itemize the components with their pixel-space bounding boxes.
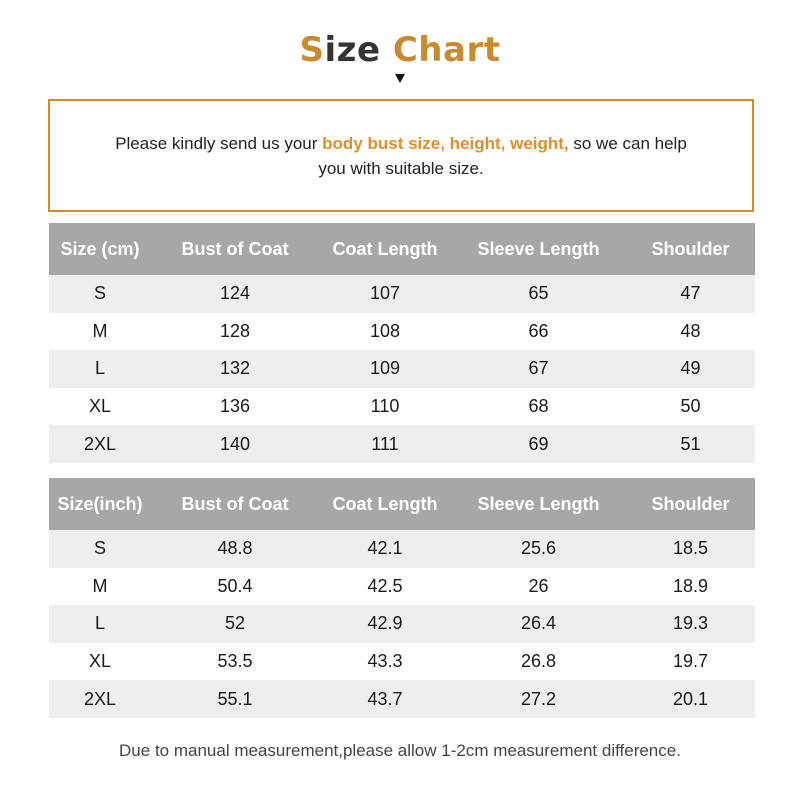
table-cell: 42.5 [367,575,403,596]
table-cell: 111 [319,425,451,463]
title-word-rest: ize [324,30,381,70]
table-cell: 48.8 [151,530,319,568]
column-header-shoulder: Shoulder [626,223,755,275]
column-header-size: Size (cm) [49,223,151,275]
table-cell: 47 [626,275,755,313]
notice-box: Please kindly send us your body bust siz… [48,99,754,212]
footer-note: Due to manual measurement,please allow 1… [119,741,681,760]
table-cell: 136 [219,396,251,417]
table-cell: 19.7 [672,651,709,672]
page-title: Size Chart [0,30,800,70]
table-cell: 43.7 [319,680,451,718]
table-cell: M [92,320,108,341]
table-cell: 67 [451,350,626,388]
table-cell: XL [88,396,112,417]
table-cell: 50.4 [217,575,253,596]
table-cell: 43.3 [367,651,403,672]
table-cell: M [92,575,108,596]
column-header-bust: Bust of Coat [151,223,319,275]
notice-text-before: Please kindly send us your [115,133,323,153]
table-cell: 49 [626,350,755,388]
column-header-bust: Bust of Coat [151,478,319,530]
notice-text: Please kindly send us your body bust siz… [101,131,701,181]
table-cell: 66 [528,320,549,341]
table-cell: 109 [319,350,451,388]
table-cell: 107 [319,275,451,313]
table-cell: 2XL [49,425,151,463]
table-row: XL 53.5 43.3 26.8 19.7 [49,643,755,681]
table-cell: 2XL [49,680,151,718]
table-header-row: Size(inch) Bust of Coat Coat Length Slee… [49,478,755,530]
column-header-length: Coat Length [319,223,451,275]
table-cell: 42.9 [319,605,451,643]
table-row: S 48.8 42.1 25.6 18.5 [49,530,755,568]
table-cell: 132 [151,350,319,388]
column-header-size: Size(inch) [49,478,151,530]
size-table-inch: Size(inch) Bust of Coat Coat Length Slee… [49,478,755,718]
table-cell: 27.2 [451,680,626,718]
title-chart-word: Chart [392,30,501,70]
table-row: L 52 42.9 26.4 19.3 [49,605,755,643]
table-cell: 65 [451,275,626,313]
table-cell: 20.1 [626,680,755,718]
size-table-cm: Size (cm) Bust of Coat Coat Length Sleev… [49,223,755,463]
table-cell: 140 [151,425,319,463]
table-cell: 110 [370,396,400,417]
column-header-sleeve: Sleeve Length [451,223,626,275]
notice-highlight: body bust size, height, weight, [322,133,569,153]
table-cell: 55.1 [151,680,319,718]
table-cell: 18.9 [672,575,709,596]
table-cell: 26.8 [520,651,557,672]
table-cell: 26.4 [451,605,626,643]
table-cell: 18.5 [626,530,755,568]
table-cell: 128 [219,320,251,341]
column-header-sleeve: Sleeve Length [451,478,626,530]
table-header-row: Size (cm) Bust of Coat Coat Length Sleev… [49,223,755,275]
table-cell: 42.1 [319,530,451,568]
table-cell: 68 [528,396,549,417]
notice-text-after: so we can help you with suitable size. [318,133,687,178]
table-row: M 128 108 66 48 [49,313,755,351]
table-cell: XL [88,651,112,672]
table-cell: 108 [369,320,401,341]
table-row: S 124 107 65 47 [49,275,755,313]
table-cell: 51 [626,425,755,463]
table-cell: 19.3 [626,605,755,643]
title-initial: S [299,30,325,70]
table-cell: 69 [451,425,626,463]
table-cell: 124 [151,275,319,313]
table-cell: S [49,275,151,313]
table-cell: 48 [680,320,701,341]
table-cell: 25.6 [451,530,626,568]
table-row: 2XL 55.1 43.7 27.2 20.1 [49,680,755,718]
table-cell: L [49,605,151,643]
table-cell: L [49,350,151,388]
column-header-length: Coat Length [319,478,451,530]
column-header-shoulder: Shoulder [626,478,755,530]
table-row: XL 136 110 68 50 [49,388,755,426]
table-cell: 52 [151,605,319,643]
table-cell: S [49,530,151,568]
table-row: 2XL 140 111 69 51 [49,425,755,463]
table-cell: 53.5 [217,651,253,672]
down-triangle-icon [395,74,405,83]
table-cell: 26 [528,575,549,596]
table-row: M 50.4 42.5 26 18.9 [49,568,755,606]
table-cell: 50 [680,396,701,417]
table-row: L 132 109 67 49 [49,350,755,388]
